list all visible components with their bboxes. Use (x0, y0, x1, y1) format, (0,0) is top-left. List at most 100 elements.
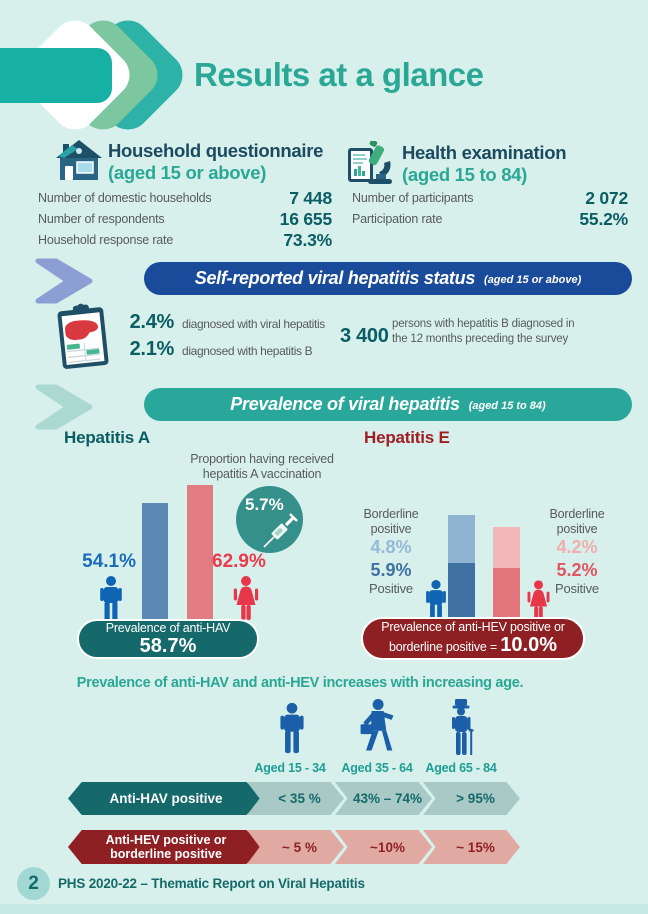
row-label-line2: borderline positive (110, 847, 222, 861)
self-reported-stat: 2.4% diagnosed with viral hepatitis (122, 311, 326, 334)
vaccination-circle: 5.7% (236, 486, 303, 553)
positive-label: Positive (555, 581, 599, 596)
female-figure-icon (527, 580, 550, 620)
pill-label-line2: borderline positive = (388, 640, 501, 654)
liver-clipboard-icon (49, 300, 120, 376)
stat-value: 7 448 (289, 187, 332, 208)
stat-label: Household response rate (38, 233, 174, 247)
business-person-icon (360, 699, 394, 751)
age-group-label: Aged 35 - 64 (341, 761, 413, 775)
age-group-label: Aged 65 - 84 (425, 761, 497, 775)
stat-value: 2.1% (129, 338, 175, 360)
female-figure-icon (233, 576, 259, 620)
positive-value: 5.2% (556, 560, 598, 580)
health-exam-stat-row: Number of participants 2 072 (352, 187, 628, 209)
pill-value: 58.7% (139, 635, 197, 657)
header-arrow-decoration-icon (0, 20, 183, 130)
household-stat-row: Number of domestic households 7 448 (38, 187, 332, 209)
pill-value: 10.0% (500, 634, 557, 656)
hev-male-positive-block: 5.9% Positive (352, 560, 430, 596)
borderline-value: 4.2% (556, 537, 598, 557)
health-exam-subtitle: (aged 15 to 84) (402, 164, 528, 185)
pill-label: Prevalence of anti-HAV (105, 621, 231, 635)
hev-prevalence-pill: Prevalence of anti-HEV positive or borde… (361, 617, 585, 660)
row-label: Anti-HEV positive or (105, 833, 227, 847)
borderline-label: Borderline positive (363, 507, 419, 536)
health-exam-title: Health examination (402, 142, 567, 163)
stat-label: diagnosed with viral hepatitis (182, 317, 325, 331)
stat-value: 2.4% (129, 311, 175, 333)
pill-label-line1: Prevalence of anti-HEV positive or (381, 620, 565, 634)
syringe-icon (263, 513, 298, 548)
page-title: Results at a glance (194, 56, 484, 93)
household-stat-row: Household response rate 73.3% (38, 229, 332, 251)
hep-b-count-label: persons with hepatitis B diagnosed in th… (392, 318, 575, 345)
banner-title: Self-reported viral hepatitis status (194, 268, 476, 288)
hev-male-borderline-bar (448, 515, 475, 563)
page-number-badge: 2 (17, 867, 50, 900)
stat-value: 55.2% (579, 208, 628, 229)
young-adult-icon (280, 702, 304, 754)
hev-female-borderline-block: Borderline positive 4.2% (538, 507, 616, 558)
hev-row-segment: ~ 5 % (247, 830, 344, 864)
stat-label: diagnosed with hepatitis B (182, 344, 313, 358)
stat-label: Participation rate (352, 212, 443, 226)
footer-text: PHS 2020-22 – Thematic Report on Viral H… (58, 876, 365, 891)
row-label: Anti-HAV positive (109, 791, 223, 806)
hep-b-count: 3 400 (340, 325, 389, 347)
hev-female-positive-bar (493, 568, 520, 622)
hav-row-segment: < 35 % (247, 782, 344, 815)
hep-a-heading: Hepatitis A (64, 428, 150, 447)
borderline-label: Borderline positive (549, 507, 605, 536)
stat-value: 2 072 (585, 187, 628, 208)
hav-female-bar (187, 485, 213, 622)
household-section-header: Household questionnaire (aged 15 or abov… (108, 140, 323, 184)
hev-row-segment: ~10% (335, 830, 432, 864)
microscope-clipboard-icon (348, 141, 392, 184)
hev-male-borderline-block: Borderline positive 4.8% (352, 507, 430, 558)
self-reported-stat: 2.1% diagnosed with hepatitis B (122, 338, 313, 361)
chevron-right-icon (35, 258, 93, 304)
chevron-right-icon (35, 384, 93, 430)
health-exam-stat-row: Participation rate 55.2% (352, 208, 628, 230)
age-trend-statement: Prevalence of anti-HAV and anti-HEV incr… (76, 675, 524, 691)
hev-male-positive-bar (448, 563, 475, 622)
bottom-strip (0, 904, 648, 914)
hav-male-value: 54.1% (82, 551, 136, 572)
hev-row-label-arrow: Anti-HEV positive or borderline positive (68, 830, 264, 864)
banner-note: (aged 15 or above) (484, 274, 582, 286)
stat-label: Number of participants (352, 191, 474, 205)
hav-female-value: 62.9% (212, 551, 266, 572)
stat-value: 16 655 (279, 208, 333, 229)
banner-title: Prevalence of viral hepatitis (230, 394, 460, 414)
stat-label: Number of domestic households (38, 191, 212, 205)
borderline-value: 4.8% (370, 537, 412, 557)
house-icon (56, 140, 102, 180)
stat-label: Number of respondents (38, 212, 165, 226)
elderly-person-icon (452, 699, 474, 755)
hav-row-segment: > 95% (423, 782, 520, 815)
hav-row-segment: 43% – 74% (335, 782, 432, 815)
household-title: Household questionnaire (108, 140, 324, 161)
hep-e-heading: Hepatitis E (364, 428, 450, 447)
household-subtitle: (aged 15 or above) (108, 162, 267, 183)
household-stat-row: Number of respondents 16 655 (38, 208, 332, 230)
vaccination-value: 5.7% (245, 495, 284, 514)
vaccination-label: Proportion having received hepatitis A v… (190, 452, 334, 481)
hav-prevalence-pill: Prevalence of anti-HAV 58.7% (77, 619, 259, 659)
age-group-label: Aged 15 - 34 (254, 761, 326, 775)
hav-row-label-arrow: Anti-HAV positive (68, 782, 264, 815)
hev-female-positive-block: 5.2% Positive (538, 560, 616, 596)
stat-value: 73.3% (283, 229, 332, 250)
banner-note: (aged 15 to 84) (468, 400, 546, 412)
prevalence-banner: Prevalence of viral hepatitis (aged 15 t… (144, 388, 632, 421)
hav-male-bar (142, 503, 168, 622)
hev-row-segment: ~ 15% (423, 830, 520, 864)
positive-label: Positive (369, 581, 413, 596)
self-reported-banner: Self-reported viral hepatitis status (ag… (144, 262, 632, 295)
positive-value: 5.9% (370, 560, 412, 580)
male-figure-icon (100, 576, 122, 623)
health-exam-section-header: Health examination (aged 15 to 84) (402, 142, 567, 186)
hev-female-borderline-bar (493, 527, 520, 568)
